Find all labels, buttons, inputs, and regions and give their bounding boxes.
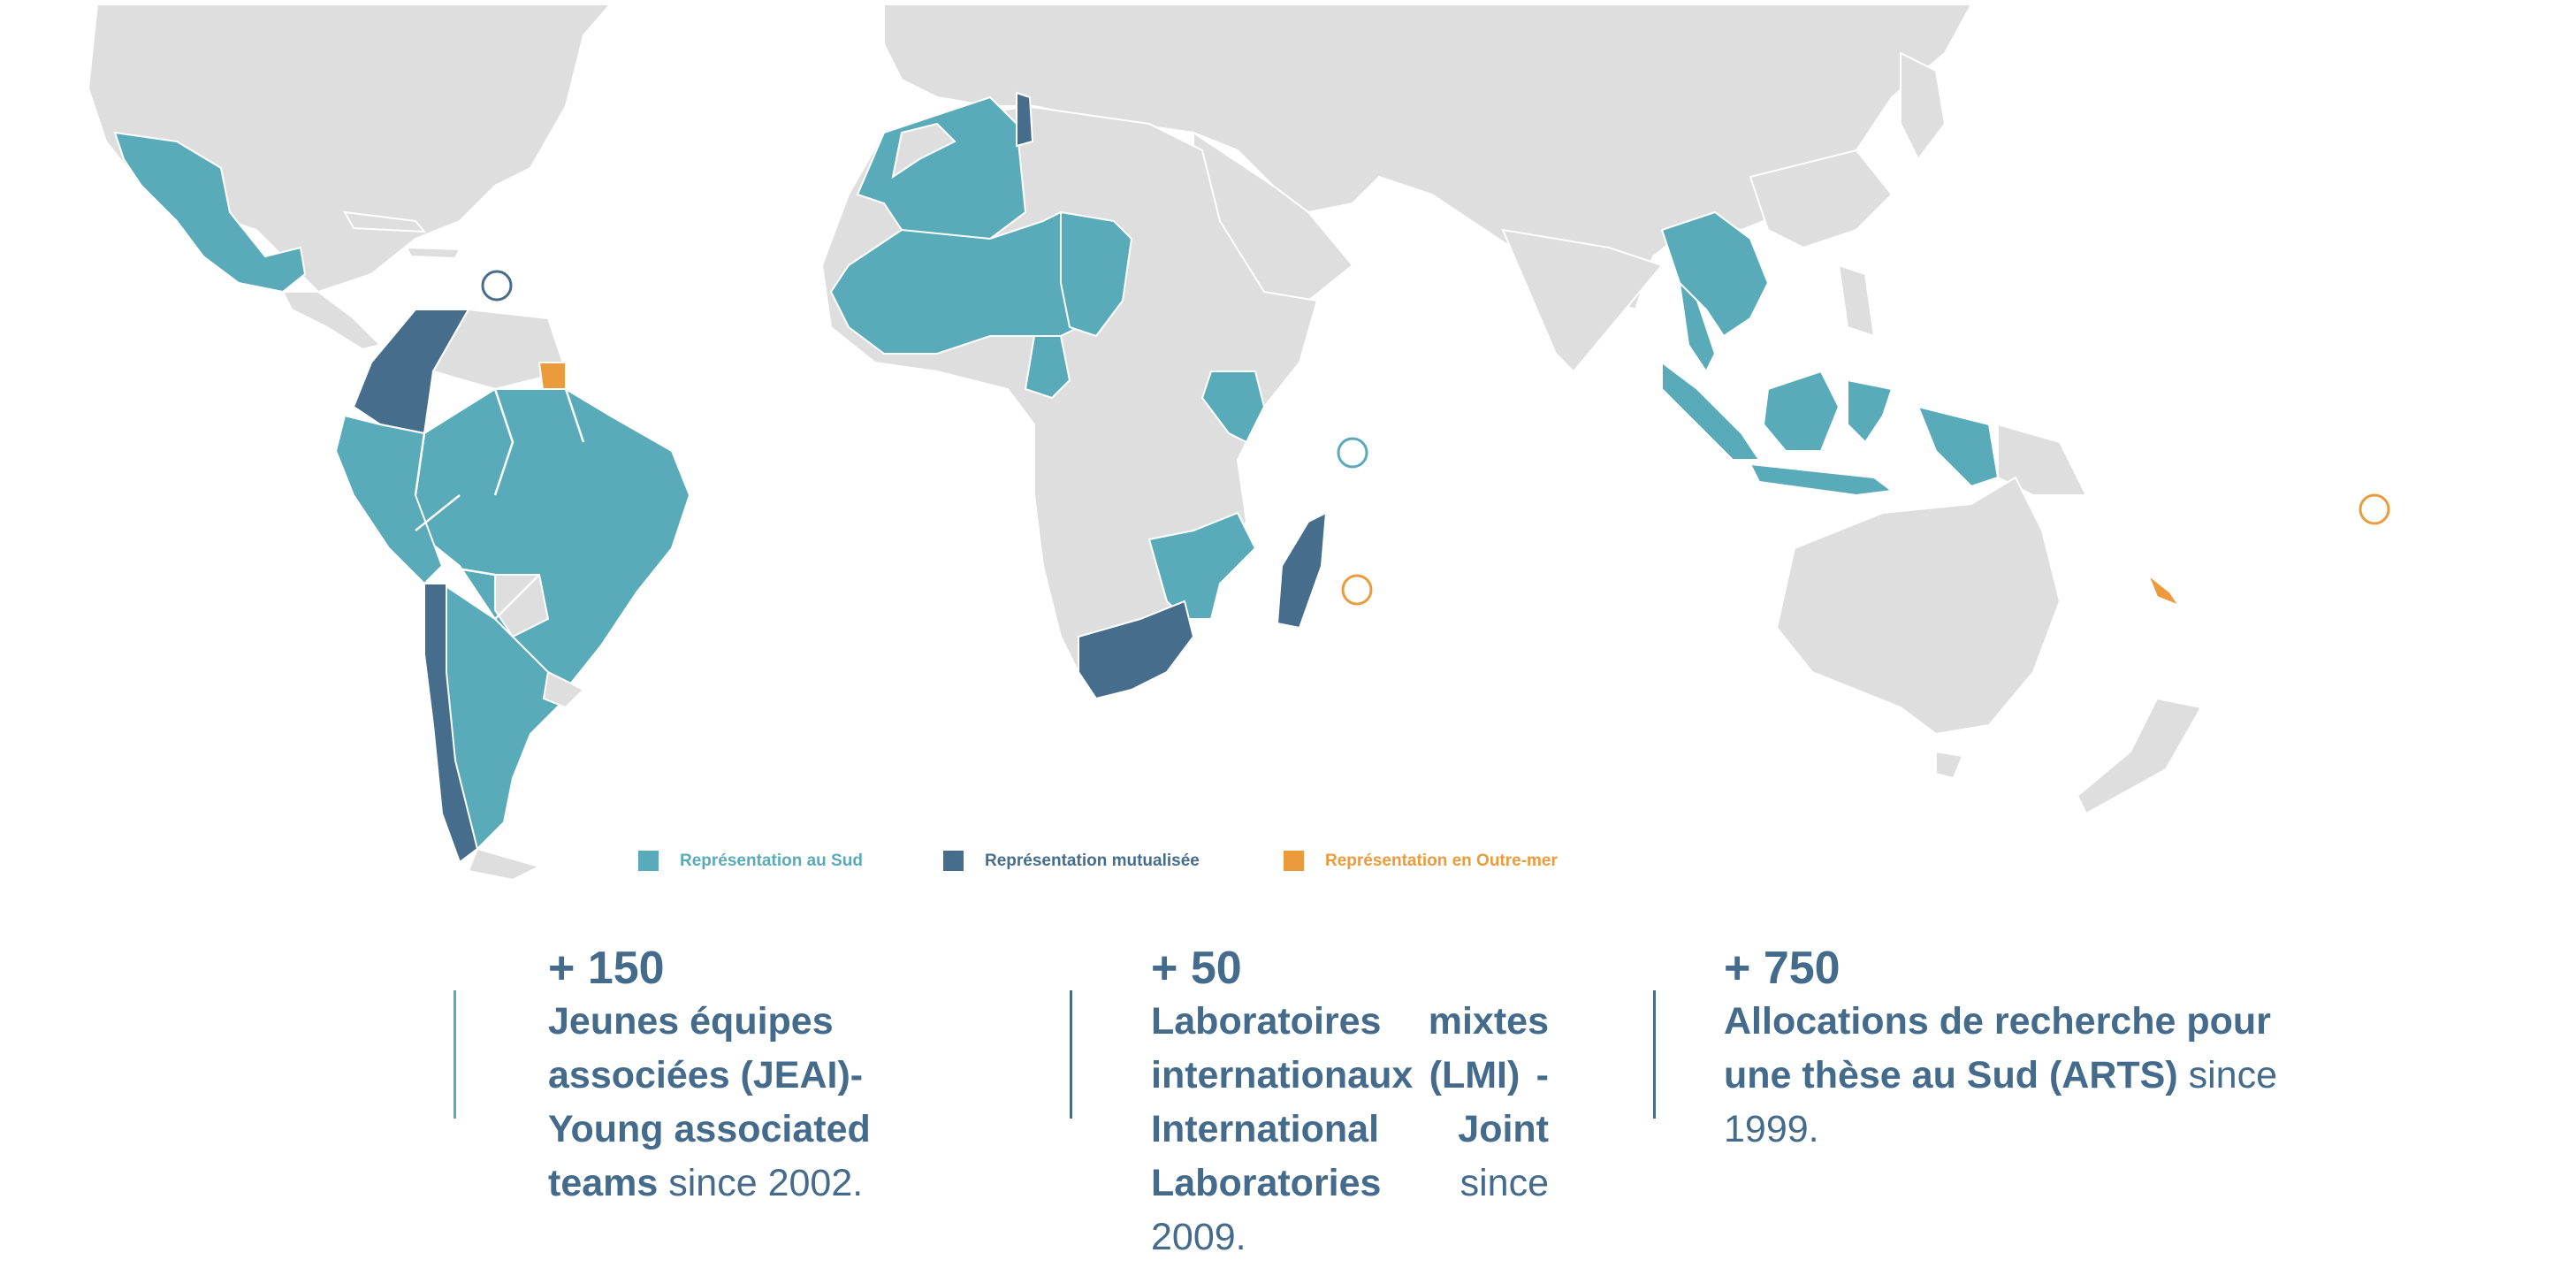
tierra-del-fuego-landmass <box>467 847 542 882</box>
peru-region <box>334 414 444 585</box>
madagascar-region <box>1276 511 1328 630</box>
stat-description: Allocations de recherche pour une thèse … <box>1724 995 2343 1157</box>
mayotte-marker <box>1337 437 1368 469</box>
australia-landmass <box>1775 476 2062 736</box>
caribbean-marker <box>481 270 513 302</box>
stat-number: + 50 <box>1151 943 1242 994</box>
stat-plain-text: since 1999. <box>1724 1054 2277 1150</box>
paraguay-landmass <box>494 574 550 638</box>
papua-landmass <box>1997 423 2088 496</box>
legend-item-sud: Représentation au Sud <box>638 851 863 871</box>
central-america-landmass <box>281 291 382 351</box>
india-landmass <box>1501 228 1664 373</box>
sumatra-region <box>1661 361 1761 461</box>
new-zealand-landmass <box>2076 697 2203 815</box>
stat-description: Jeunes équipes associées (JEAI)- Young a… <box>548 995 902 1211</box>
cameroon-region <box>1024 335 1071 400</box>
stat-plain-text: since 2002. <box>668 1162 864 1204</box>
stat-description: Laboratoires mixtes internationaux (LMI)… <box>1151 995 1549 1264</box>
stat-jeai: + 150 Jeunes équipes associées (JEAI)- Y… <box>548 942 902 1211</box>
legend-swatch-mutualisee <box>943 851 964 871</box>
legend-item-mutualisee: Représentation mutualisée <box>943 851 1200 871</box>
new-guinea-region <box>1917 405 2000 488</box>
mexico-region <box>113 131 307 294</box>
world-map <box>87 4 2390 882</box>
legend-label-outre-mer: Représentation en Outre-mer <box>1325 851 1558 870</box>
borneo-region <box>1762 370 1841 452</box>
stat-divider-1 <box>453 990 456 1119</box>
legend-swatch-sud <box>638 851 659 871</box>
southeast-asia-region <box>1660 210 1770 338</box>
philippines-landmass <box>1837 264 1876 338</box>
java-region <box>1749 462 1894 497</box>
sulawesi-region <box>1847 378 1894 444</box>
japan-landmass <box>1900 51 1947 161</box>
map-legend: Représentation au Sud Représentation mut… <box>0 851 2576 886</box>
venezuela-landmass <box>431 308 568 391</box>
stat-lmi: + 50 Laboratoires mixtes internationaux … <box>1151 942 1549 1264</box>
south-africa-region <box>1078 600 1195 700</box>
caribbean-landmass <box>343 210 427 233</box>
chile-region <box>423 583 479 864</box>
east-asia-landmass <box>1749 149 1894 249</box>
malay-peninsula-region <box>1678 280 1717 373</box>
kenya-region <box>1200 370 1266 444</box>
new-caledonia-region <box>2145 571 2182 608</box>
stat-divider-3 <box>1653 990 1656 1119</box>
tasmania-landmass <box>1935 750 1964 780</box>
reunion-marker <box>1341 574 1373 606</box>
stat-divider-2 <box>1070 990 1072 1119</box>
legend-label-mutualisee: Représentation mutualisée <box>985 851 1200 870</box>
legend-item-outre-mer: Représentation en Outre-mer <box>1284 851 1558 871</box>
stat-bold-text: Jeunes équipes associées (JEAI)- Young a… <box>548 1000 871 1204</box>
stat-plain-text: since 2009. <box>1151 1162 1549 1258</box>
legend-label-sud: Représentation au Sud <box>680 851 863 870</box>
south-america-borders <box>414 388 585 620</box>
legend-swatch-outre-mer <box>1284 851 1304 871</box>
caribbean-islands-2 <box>405 246 461 260</box>
stat-bold-text: Allocations de recherche pour une thèse … <box>1724 1000 2271 1096</box>
uruguay-landmass <box>542 670 585 709</box>
tunisia-region <box>1016 91 1034 148</box>
chad-region <box>1060 210 1133 338</box>
stat-number: + 150 <box>548 943 665 994</box>
sahara-landmass <box>891 122 956 180</box>
polynesia-marker <box>2359 493 2390 525</box>
stat-bold-text: Laboratoires mixtes internationaux (LMI)… <box>1151 1000 1549 1204</box>
north-america-landmass <box>87 4 613 294</box>
stat-arts: + 750 Allocations de recherche pour une … <box>1724 942 2343 1157</box>
stat-number: + 750 <box>1724 943 1841 994</box>
